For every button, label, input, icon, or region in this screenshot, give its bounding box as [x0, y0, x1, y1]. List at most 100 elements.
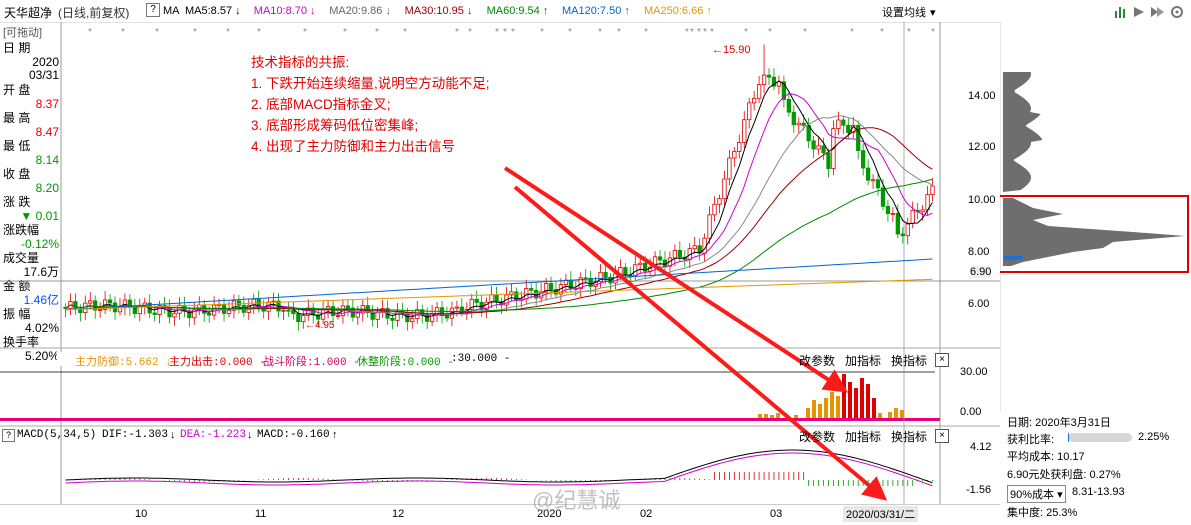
marker-star-icon: *	[375, 27, 379, 38]
candlestick	[761, 74, 767, 86]
add-indicator-button[interactable]: 加指标	[845, 430, 882, 444]
annotation-line: 2. 底部MACD指标金叉;	[251, 97, 391, 112]
candlestick	[791, 111, 796, 126]
indicator-panel-header: 主力防御:5.662 ↓ 主力出击:0.000 - 战斗阶段:1.000 - 休整阶段…	[2, 352, 940, 369]
candlestick	[207, 312, 212, 316]
candlestick	[732, 151, 737, 159]
quote-info-panel: [可拖动] 日 期 2020 03/31 开 盘 8.37 最 高 8.47 最…	[0, 23, 61, 363]
indicator-item-2: 战斗阶段:1.000 -	[263, 357, 360, 369]
candlestick	[861, 150, 866, 169]
gear-icon[interactable]	[1171, 6, 1183, 18]
marker-star-icon: *	[617, 27, 621, 38]
marker-star-icon: *	[155, 27, 159, 38]
candlestick	[920, 209, 925, 213]
chart-toolbar	[1114, 5, 1190, 19]
indicator-bar	[830, 392, 834, 418]
candlestick	[870, 179, 876, 182]
close-icon[interactable]: ×	[935, 429, 949, 443]
low-label: 最 低	[3, 139, 31, 153]
annotation-line: 技术指标的共振:	[251, 55, 350, 70]
modify-params-button[interactable]: 改参数	[799, 430, 836, 444]
candlestick	[345, 305, 351, 309]
candlestick	[692, 245, 697, 250]
phase-strip	[0, 418, 940, 421]
marker-star-icon: *	[690, 27, 694, 38]
marker-star-icon: *	[468, 27, 472, 38]
stock-name[interactable]: 天华超净	[4, 6, 53, 20]
candlestick	[737, 142, 742, 152]
peak-price-label: ←15.90	[712, 44, 751, 56]
candlestick	[672, 250, 678, 259]
switch-indicator-button[interactable]: 换指标	[891, 354, 928, 368]
chip-profit-bar	[1004, 256, 1023, 260]
kline-chart[interactable]: * * * * * * * * * * * * * * * * * * * * * * * * * * * * * * * *	[0, 0, 1000, 524]
fast-forward-icon[interactable]	[1151, 7, 1164, 17]
candlestick	[657, 256, 663, 261]
marker-star-icon: *	[403, 27, 407, 38]
indicator-bar	[888, 412, 892, 418]
macd-dif: DIF:-1.303	[102, 429, 169, 441]
candlestick	[236, 300, 242, 306]
play-icon[interactable]	[1134, 7, 1144, 17]
candlestick	[841, 119, 846, 126]
indicator-bar	[764, 414, 768, 418]
candlestick	[722, 178, 727, 200]
cost-range-select[interactable]: 90%成本 ▾	[1007, 485, 1066, 503]
indicator-help-icon[interactable]	[57, 352, 67, 366]
marker-star-icon: *	[907, 27, 911, 38]
candlestick	[83, 302, 88, 314]
candlestick	[742, 119, 747, 143]
switch-indicator-button[interactable]: 换指标	[891, 430, 928, 444]
candlestick	[796, 122, 801, 126]
close-icon[interactable]: ×	[935, 353, 949, 367]
add-indicator-button[interactable]: 加指标	[845, 354, 882, 368]
ma-line-60	[65, 178, 933, 313]
candlestick	[707, 214, 712, 239]
ma-settings-button[interactable]: 设置均线 ▾	[882, 4, 936, 20]
candlestick	[286, 309, 291, 312]
marker-star-icon: *	[850, 27, 854, 38]
help-icon[interactable]: ?	[146, 3, 160, 17]
candlestick	[434, 307, 440, 314]
candlestick	[390, 317, 395, 321]
modify-params-button[interactable]: 改参数	[799, 354, 836, 368]
macd-dea: DEA:-1.223	[180, 429, 247, 441]
indicator-bar	[794, 415, 798, 418]
indicator-bar	[900, 410, 904, 418]
high-label: 最 高	[3, 111, 31, 125]
ma-line-5	[65, 80, 933, 318]
annotation-arrow	[503, 166, 849, 393]
candlestick	[846, 124, 851, 133]
indicator-bar	[872, 398, 876, 418]
date-tick: 10	[135, 508, 148, 520]
price-tick: 8.00	[968, 246, 990, 258]
annotation-line: 3. 底部形成筹码低位密集峰;	[251, 118, 419, 133]
candlestick	[623, 267, 628, 276]
drag-handle[interactable]: [可拖动]	[3, 27, 43, 39]
marker-star-icon: *	[455, 27, 459, 38]
chevron-down-icon: ▾	[1057, 489, 1063, 501]
candlestick	[231, 300, 237, 311]
candlestick	[717, 198, 722, 205]
amount-label: 金 额	[3, 279, 31, 293]
ma-value-4: MA60:9.54 ↑	[486, 5, 549, 17]
candlestick	[910, 209, 915, 224]
avg-cost: 平均成本: 10.17	[1007, 451, 1085, 463]
candlestick	[107, 299, 113, 304]
turnover-label: 换手率	[3, 335, 40, 349]
arrow-down-icon: ↓	[170, 429, 176, 441]
bar-chart-icon[interactable]	[1115, 7, 1125, 18]
chip-date: 日期: 2020年3月31日	[1007, 417, 1111, 429]
candlestick	[444, 315, 450, 319]
cost-range-select-label: 90%成本	[1010, 489, 1055, 501]
candlestick	[875, 179, 881, 189]
profit-ratio-value: 2.25%	[1138, 431, 1170, 443]
macd-axis-bottom: -1.56	[966, 484, 992, 496]
candlestick	[281, 309, 286, 312]
candlestick	[122, 299, 128, 308]
indicator-bar	[758, 414, 762, 418]
chip-distribution-chart[interactable]	[1000, 22, 1191, 412]
candlestick	[484, 301, 489, 310]
candlestick	[826, 152, 831, 170]
macd-help-icon[interactable]: ?	[2, 429, 15, 442]
